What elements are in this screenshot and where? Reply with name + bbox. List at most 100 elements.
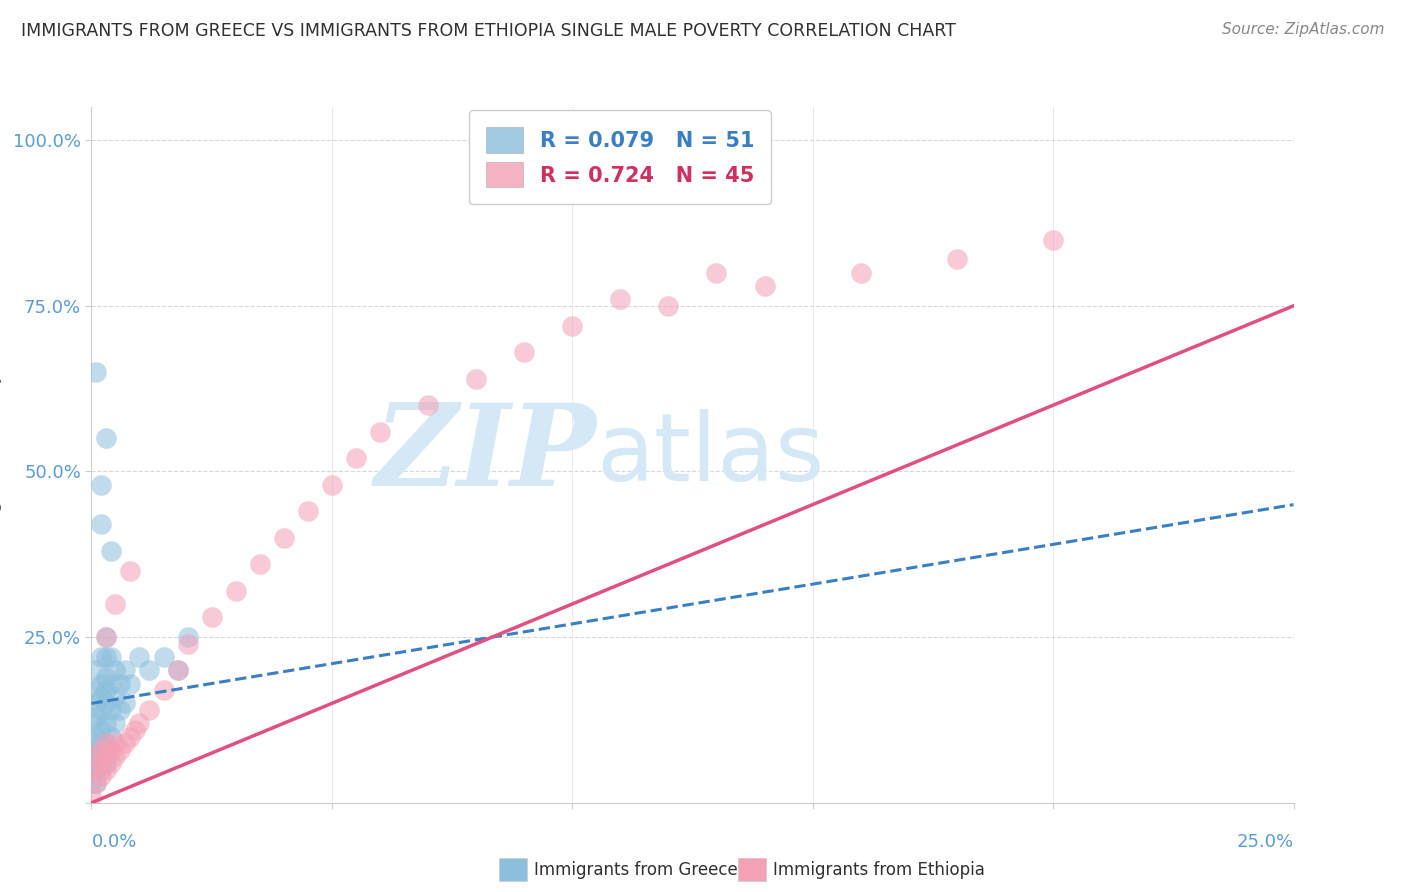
Point <box>94 683 117 698</box>
Point <box>84 776 107 790</box>
Point <box>416 398 439 412</box>
Point <box>706 266 728 280</box>
Point <box>84 697 107 711</box>
Point <box>118 730 141 744</box>
Point <box>225 583 247 598</box>
Point <box>124 723 146 737</box>
Point <box>84 763 107 777</box>
Point <box>110 743 132 757</box>
Point <box>84 683 107 698</box>
Text: atlas: atlas <box>596 409 824 501</box>
Point <box>118 676 141 690</box>
Point <box>100 703 122 717</box>
Point <box>84 716 107 731</box>
Point <box>152 683 174 698</box>
Point <box>80 789 103 804</box>
Point <box>90 650 112 665</box>
Point <box>104 690 127 704</box>
Point <box>273 531 295 545</box>
Point <box>104 663 127 677</box>
Point <box>297 504 319 518</box>
Point <box>201 610 224 624</box>
Point <box>94 697 117 711</box>
Point <box>176 630 198 644</box>
Point <box>114 663 136 677</box>
Point <box>94 749 117 764</box>
Point <box>90 517 112 532</box>
Point <box>94 736 117 750</box>
Point <box>118 564 141 578</box>
Point <box>104 597 127 611</box>
Point <box>1042 233 1064 247</box>
Point <box>138 703 160 717</box>
Point <box>176 637 198 651</box>
Point <box>90 756 112 770</box>
Point <box>100 730 122 744</box>
Point <box>90 769 112 783</box>
Point <box>110 703 132 717</box>
Point <box>84 663 107 677</box>
Text: Immigrants from Greece: Immigrants from Greece <box>534 861 738 879</box>
Point <box>90 736 112 750</box>
Point <box>609 292 631 306</box>
Text: Source: ZipAtlas.com: Source: ZipAtlas.com <box>1222 22 1385 37</box>
Point <box>104 716 127 731</box>
Point <box>849 266 872 280</box>
Point <box>90 676 112 690</box>
Point <box>249 558 271 572</box>
Text: IMMIGRANTS FROM GREECE VS IMMIGRANTS FROM ETHIOPIA SINGLE MALE POVERTY CORRELATI: IMMIGRANTS FROM GREECE VS IMMIGRANTS FRO… <box>21 22 956 40</box>
Point <box>138 663 160 677</box>
Point <box>90 723 112 737</box>
Point <box>100 676 122 690</box>
Point <box>100 650 122 665</box>
Y-axis label: Single Male Poverty: Single Male Poverty <box>0 373 1 537</box>
Point <box>80 776 103 790</box>
Point <box>104 749 127 764</box>
Point <box>152 650 174 665</box>
Point <box>321 477 343 491</box>
Text: 25.0%: 25.0% <box>1236 833 1294 851</box>
Point <box>561 318 583 333</box>
Point <box>84 730 107 744</box>
Point <box>90 703 112 717</box>
Point <box>90 477 112 491</box>
Point <box>128 716 150 731</box>
Point <box>657 299 679 313</box>
Point <box>94 630 117 644</box>
Point <box>84 776 107 790</box>
Point <box>513 345 536 359</box>
Point <box>100 743 122 757</box>
Point <box>84 709 107 723</box>
Text: Immigrants from Ethiopia: Immigrants from Ethiopia <box>773 861 986 879</box>
Point <box>344 451 367 466</box>
Point <box>94 736 117 750</box>
Text: ZIP: ZIP <box>374 400 596 510</box>
Point <box>84 763 107 777</box>
Point <box>100 544 122 558</box>
Point <box>94 650 117 665</box>
Point <box>110 676 132 690</box>
Point <box>90 690 112 704</box>
Point <box>84 749 107 764</box>
Point <box>167 663 190 677</box>
Point <box>167 663 190 677</box>
Point <box>946 252 969 267</box>
Point <box>94 630 117 644</box>
Point <box>114 697 136 711</box>
Point <box>104 736 127 750</box>
Point <box>90 743 112 757</box>
Point <box>90 749 112 764</box>
Point <box>754 279 776 293</box>
Point <box>90 763 112 777</box>
Point <box>114 736 136 750</box>
Point <box>84 365 107 379</box>
Point <box>100 756 122 770</box>
Point <box>94 431 117 445</box>
Legend: R = 0.079   N = 51, R = 0.724   N = 45: R = 0.079 N = 51, R = 0.724 N = 45 <box>470 111 772 204</box>
Text: 0.0%: 0.0% <box>91 833 136 851</box>
Point <box>465 372 488 386</box>
Point <box>94 756 117 770</box>
Point <box>80 749 103 764</box>
Point <box>84 736 107 750</box>
Point <box>94 716 117 731</box>
